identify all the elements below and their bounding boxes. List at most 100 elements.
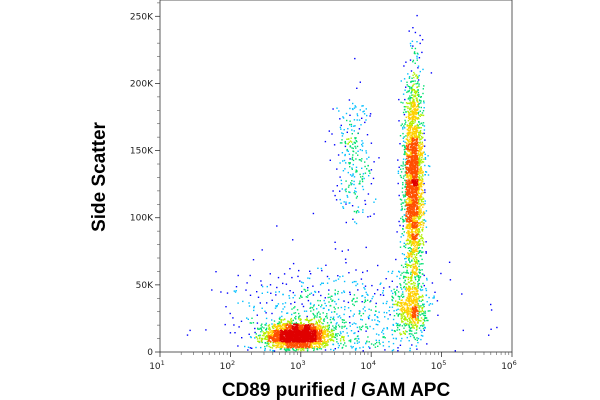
event-dot [413,238,415,240]
event-dot [408,308,410,310]
event-dot [409,95,411,97]
event-dot [415,287,417,289]
event-dot [374,314,376,316]
event-dot [272,335,274,337]
event-dot [414,73,416,75]
event-dot [409,293,411,295]
event-dot [410,276,412,279]
event-dot [402,225,404,227]
event-dot [406,313,408,315]
event-dot [424,200,426,202]
event-dot [304,343,306,345]
event-dot [407,278,409,281]
event-dot [433,295,435,297]
event-dot [422,180,424,182]
event-dot [291,276,293,279]
event-dot [400,318,403,320]
event-dot [205,329,207,331]
event-dot [307,294,309,297]
event-dot [382,333,385,335]
event-dot [402,313,404,315]
event-dot [312,294,315,296]
event-dot [256,338,259,340]
event-dot [347,128,349,130]
event-dot [420,132,422,134]
event-dot [407,194,409,196]
event-dot [414,205,416,207]
event-dot [414,107,416,109]
event-dot [402,137,404,139]
event-dot [414,158,416,161]
event-dot [337,333,339,335]
event-dot [356,87,358,89]
event-dot [313,326,315,328]
event-dot [301,325,304,327]
event-dot [298,317,300,319]
event-dot [409,205,411,208]
event-dot [414,249,416,251]
event-dot [275,347,277,349]
event-dot [299,319,301,321]
event-dot [321,326,324,328]
event-dot [407,252,409,254]
event-dot [409,335,412,338]
event-dot [412,158,414,160]
event-dot [402,220,404,222]
event-dot [411,190,414,192]
event-dot [355,169,357,171]
event-dot [412,239,414,242]
event-dot [423,303,425,305]
event-dot [338,110,340,112]
event-dot [331,330,333,333]
event-dot [411,185,414,187]
event-dot [399,135,402,137]
event-dot [377,345,379,347]
event-dot [353,107,356,109]
event-dot [409,191,411,194]
event-dot [303,345,306,347]
event-dot [319,346,321,348]
event-dot [362,346,364,348]
event-dot [399,168,402,170]
event-dot [411,132,414,134]
event-dot [314,316,316,318]
event-dot [406,153,408,155]
event-dot [305,296,308,298]
event-dot [420,106,422,109]
event-dot [405,304,407,306]
event-dot [304,319,307,321]
event-dot [356,340,358,342]
event-dot [408,329,411,331]
event-dot [413,161,416,163]
event-dot [420,238,422,240]
event-dot [303,343,305,345]
event-dot [315,328,317,331]
event-dot [284,302,287,304]
event-dot [412,106,414,108]
event-dot [422,88,424,90]
event-dot [343,300,345,302]
event-dot [363,113,366,115]
event-dot [407,145,410,147]
event-dot [399,325,401,327]
event-dot [412,115,415,117]
event-dot [419,156,421,158]
event-dot [264,324,266,326]
event-dot [235,290,237,292]
event-dot [315,331,318,333]
event-dot [416,135,418,137]
event-dot [394,292,397,294]
event-dot [412,327,414,329]
event-dot [409,347,411,350]
event-dot [411,116,413,118]
event-dot [268,337,270,339]
event-dot [382,345,385,347]
event-dot [298,315,300,318]
event-dot [419,197,421,199]
event-dot [275,291,277,293]
event-dot [421,269,423,271]
event-dot [415,247,417,249]
event-dot [425,287,427,290]
event-dot [412,238,414,240]
event-dot [418,174,421,176]
